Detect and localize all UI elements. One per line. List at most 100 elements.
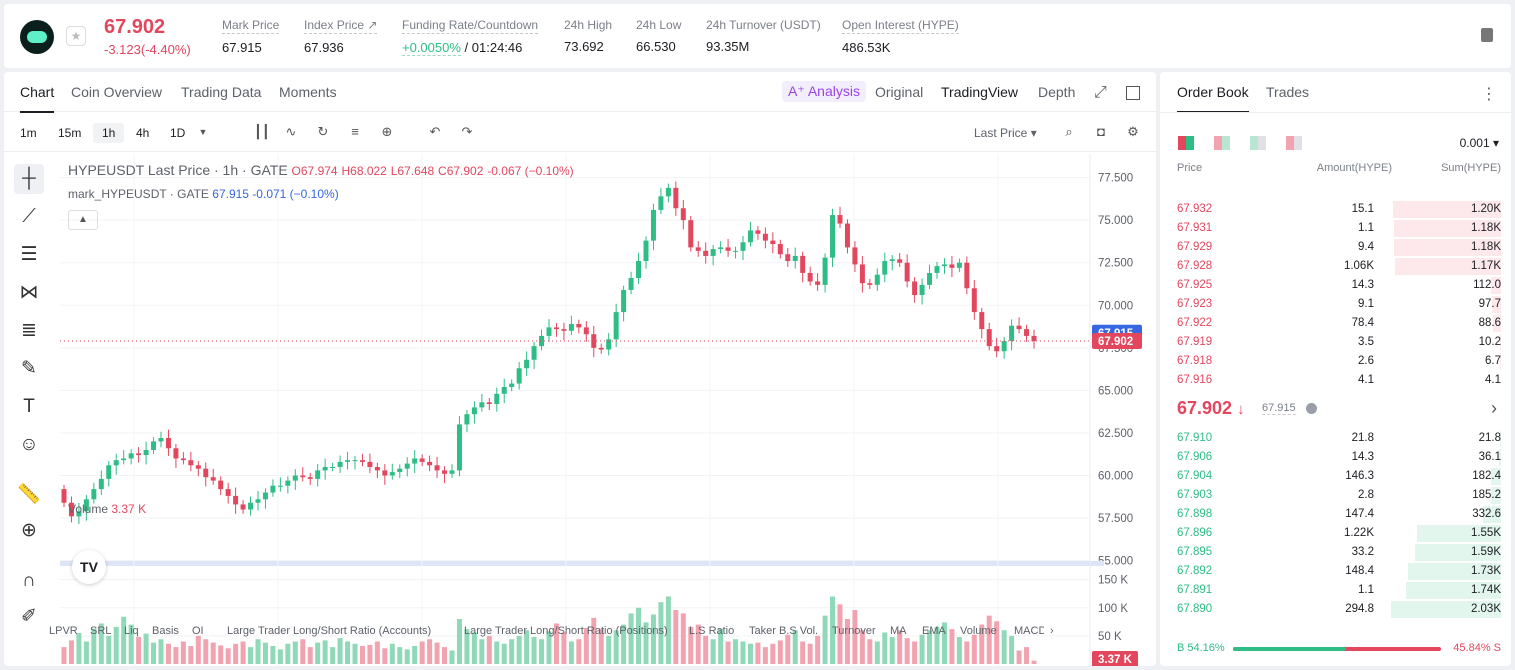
expand-icon[interactable]: ⤢ [1094,84,1107,101]
more-icon[interactable]: ⋮ [1481,86,1497,103]
fullscreen-icon[interactable] [1126,86,1140,100]
bid-row[interactable]: 67.906 14.3 36.1 [1160,448,1511,467]
stat-index-price[interactable]: Index Price ↗ 67.936 [304,18,378,55]
tab-chart[interactable]: Chart [20,84,55,113]
candle-body [367,461,373,467]
view-tradingview[interactable]: TradingView [941,84,1019,100]
indicator-item[interactable]: L.S Ratio [689,625,735,637]
ask-row[interactable]: 67.931 1.1 1.18K [1160,219,1511,238]
view-both-icon[interactable] [1178,136,1194,150]
ask-row[interactable]: 67.932 15.1 1.20K [1160,200,1511,219]
indicators-icon[interactable]: ∿ [285,124,297,139]
bid-row[interactable]: 67.904 146.3 182.4 [1160,467,1511,486]
camera-icon[interactable]: ◘ [1097,124,1105,139]
indicator-item[interactable]: Liq [124,625,139,637]
mid-price: 67.902 ↓ [1177,398,1245,418]
fib-icon[interactable]: ≣ [21,320,37,341]
bid-row[interactable]: 67.890 294.8 2.03K [1160,600,1511,619]
tab-trading-data[interactable]: Trading Data [181,84,262,100]
add-indicator-icon[interactable]: ⊕ [381,124,393,139]
indicator-item[interactable]: EMA [922,625,946,637]
indicator-item[interactable]: SRL [90,625,112,637]
brush-icon[interactable]: ✎ [21,358,37,379]
timeframe-1d[interactable]: 1D [170,126,186,140]
search-icon[interactable]: ⌕ [1065,124,1073,139]
bid-row[interactable]: 67.910 21.8 21.8 [1160,429,1511,448]
timeframe-dropdown-icon[interactable]: ▼ [198,127,208,137]
undo-icon[interactable]: ↶ [429,124,441,139]
refresh-icon[interactable]: ↻ [317,124,329,139]
emoji-icon[interactable]: ☺ [19,434,39,455]
view-mixed-icon[interactable] [1286,136,1302,150]
timeframe-1h[interactable]: 1h [93,123,125,143]
chevron-right-icon[interactable]: › [1491,398,1497,418]
crosshair-icon[interactable]: ┼ [14,164,44,194]
ask-row[interactable]: 67.925 14.3 112.0 [1160,276,1511,295]
favorite-star-icon[interactable]: ★ [66,26,86,46]
info-icon[interactable] [1306,403,1317,414]
price-type-select[interactable]: Last Price ▾ [974,126,1037,140]
collapse-legend-button[interactable]: ▲ [68,210,98,230]
tab-order-book[interactable]: Order Book [1177,84,1249,113]
pencil-lock-icon[interactable]: ✐ [21,606,37,627]
timeframe-1m[interactable]: 1m [20,126,37,140]
stat-mark-price[interactable]: Mark Price 67.915 [222,18,280,55]
view-bids-icon[interactable] [1250,136,1266,150]
indicator-item[interactable]: MA [890,625,907,637]
view-asks-icon[interactable] [1214,136,1230,150]
indicator-item[interactable]: MACD [1014,625,1044,637]
view-depth[interactable]: Depth [1038,84,1076,100]
ask-row[interactable]: 67.918 2.6 6.7 [1160,352,1511,371]
volume-bar [203,639,209,664]
ask-row[interactable]: 67.916 4.1 4.1 [1160,371,1511,390]
bid-amount: 33.2 [1351,546,1374,558]
tab-moments[interactable]: Moments [279,84,337,100]
price-chart[interactable]: 77.50075.00072.50070.00067.50065.00062.5… [4,154,1156,666]
text-icon[interactable]: T [23,396,35,417]
ask-row[interactable]: 67.923 9.1 97.7 [1160,295,1511,314]
timeframe-15m[interactable]: 15m [58,126,82,140]
gear-icon[interactable]: ⚙ [1127,124,1139,139]
ai-analysis-button[interactable]: A⁺ Analysis [782,81,866,102]
indicator-item[interactable]: Large Trader Long/Short Ratio (Accounts) [227,625,432,637]
zoom-in-icon[interactable]: ⊕ [21,520,37,541]
chevron-right-icon[interactable]: › [1050,625,1054,637]
ask-row[interactable]: 67.928 1.06K 1.17K [1160,257,1511,276]
candle-body [934,266,940,273]
stat-funding-rate[interactable]: Funding Rate/Countdown +0.0050% / 01:24:… [402,18,539,56]
horizontal-lines-icon[interactable]: ☰ [20,244,38,265]
indicator-item[interactable]: LPVR [49,625,78,637]
tab-coin-overview[interactable]: Coin Overview [71,84,163,100]
book-icon[interactable] [1481,28,1493,42]
stat-open-interest[interactable]: Open Interest (HYPE) 486.53K [842,18,959,55]
timeframe-4h[interactable]: 4h [136,126,150,140]
magnet-icon[interactable]: ∩ [22,570,36,591]
bid-row[interactable]: 67.896 1.22K 1.55K [1160,524,1511,543]
view-original[interactable]: Original [875,84,924,100]
pattern-icon[interactable]: ⋈ [19,282,39,303]
ruler-icon[interactable]: 📏 [17,484,41,505]
candle-body [777,244,783,255]
redo-icon[interactable]: ↷ [461,124,473,139]
ask-row[interactable]: 67.922 78.4 88.6 [1160,314,1511,333]
bid-row[interactable]: 67.903 2.8 185.2 [1160,486,1511,505]
bid-row[interactable]: 67.895 33.2 1.59K [1160,543,1511,562]
volume-bar [509,639,515,664]
indicator-item[interactable]: Taker B.S Vol. [749,625,819,637]
indicator-item[interactable]: Turnover [832,625,876,637]
trendline-icon[interactable]: ⟋ [22,206,36,227]
bid-row[interactable]: 67.892 148.4 1.73K [1160,562,1511,581]
indicator-item[interactable]: Volume [960,625,997,637]
ask-row[interactable]: 67.919 3.5 10.2 [1160,333,1511,352]
precision-select[interactable]: 0.001 ▾ [1459,136,1499,150]
indicator-item[interactable]: Basis [152,625,179,637]
indicator-item[interactable]: Large Trader Long/Short Ratio (Positions… [464,625,668,637]
ask-row[interactable]: 67.929 9.4 1.18K [1160,238,1511,257]
tab-trades[interactable]: Trades [1266,84,1310,100]
bid-row[interactable]: 67.891 1.1 1.74K [1160,581,1511,600]
candle-type-icon[interactable]: ┃┃ [254,124,270,139]
indicator-item[interactable]: OI [192,625,204,637]
bid-price: 67.891 [1177,584,1213,596]
templates-icon[interactable]: ≡ [351,124,359,139]
bid-row[interactable]: 67.898 147.4 332.6 [1160,505,1511,524]
